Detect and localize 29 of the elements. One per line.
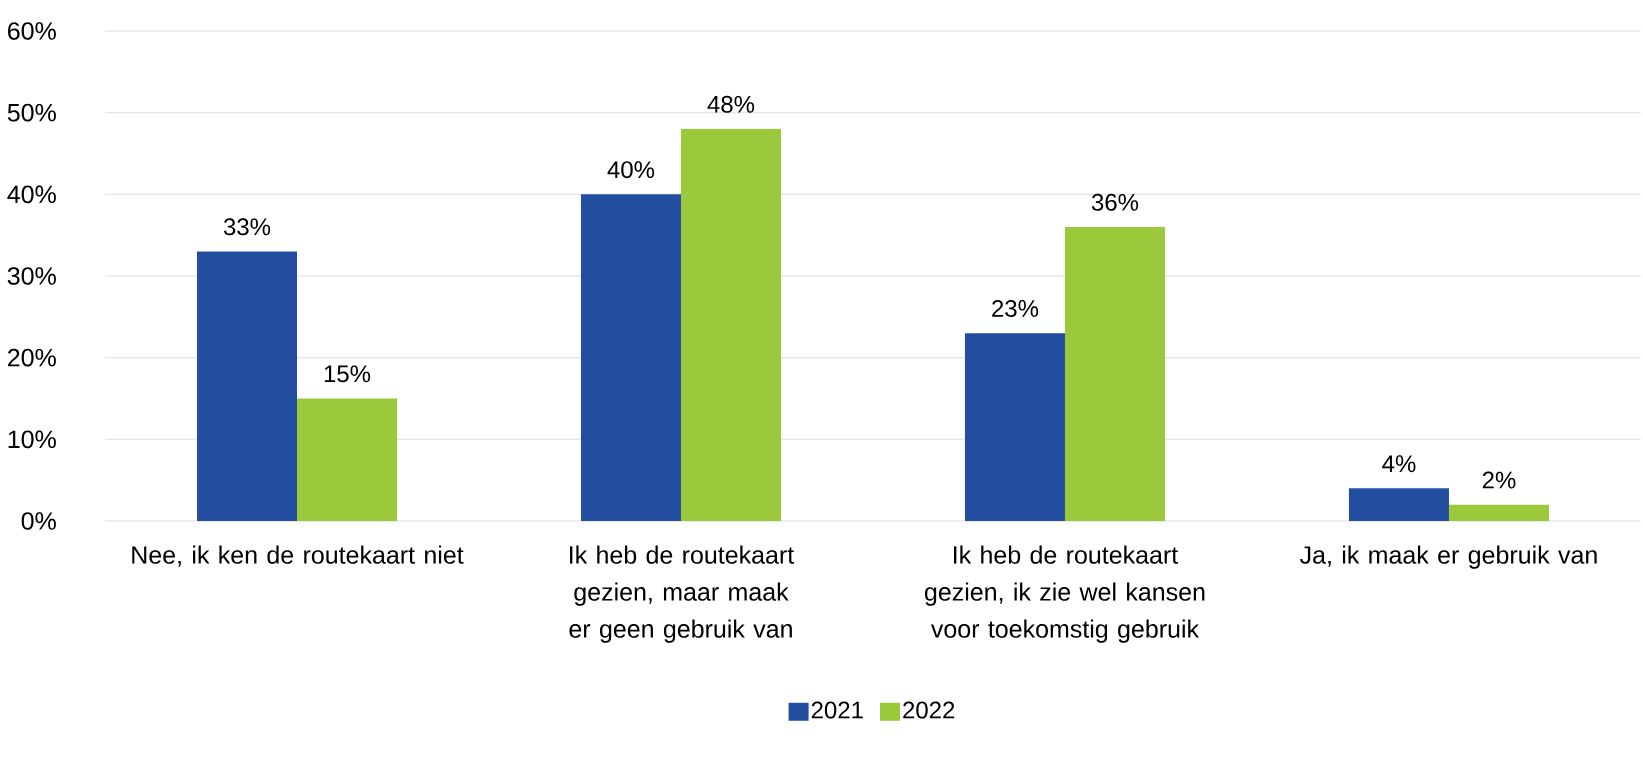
bar	[197, 251, 297, 521]
x-tick-label: Ik heb de routekaart gezien, ik zie wel kansen voor toekomstig gebruik	[924, 545, 1205, 643]
data-label: 23%	[992, 299, 1039, 317]
data-label: 40%	[607, 161, 655, 179]
y-tick-label: 10%	[8, 430, 56, 449]
bar	[580, 194, 681, 521]
bar	[1448, 504, 1549, 521]
x-tick-label: Nee, ik ken de routekaart niet	[132, 545, 464, 567]
y-tick-label: 30%	[7, 267, 56, 285]
y-tick-label: 0%	[21, 512, 56, 530]
bar	[1348, 488, 1449, 521]
data-label: 33%	[223, 218, 271, 236]
x-tick-label: Ja, ik maak er gebruik van	[1300, 545, 1597, 569]
y-tick-label: 60%	[8, 22, 56, 40]
bar	[964, 333, 1065, 521]
y-tick-label: 20%	[8, 348, 56, 367]
data-label: 4%	[1382, 455, 1416, 473]
data-label: 36%	[1091, 193, 1139, 211]
y-tick-label: 50%	[7, 103, 56, 122]
y-tick-label: 40%	[7, 185, 56, 204]
bar	[680, 129, 781, 521]
legend-label: 2022	[903, 701, 955, 719]
data-label: 48%	[707, 95, 755, 113]
data-label: 15%	[324, 365, 371, 383]
bar	[297, 398, 397, 521]
legend-label: 2021	[811, 701, 863, 719]
data-label: 2%	[1482, 471, 1516, 489]
x-tick-label: Ik heb de routekaart gezien, maar maak er geen gebruik van	[569, 545, 795, 643]
bar	[1064, 227, 1165, 521]
